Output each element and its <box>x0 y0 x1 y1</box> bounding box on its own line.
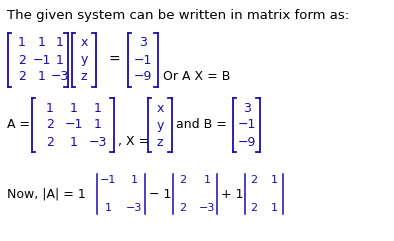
Text: 2: 2 <box>46 135 54 148</box>
Text: and B =: and B = <box>176 119 227 132</box>
Text: Or A X = B: Or A X = B <box>163 71 230 83</box>
Text: −1: −1 <box>33 54 51 67</box>
Text: 1: 1 <box>56 36 64 49</box>
Text: 2: 2 <box>179 203 187 213</box>
Text: 2: 2 <box>18 54 26 67</box>
Text: −9: −9 <box>134 71 152 83</box>
Text: 1: 1 <box>38 36 46 49</box>
Text: −1: −1 <box>65 119 83 132</box>
Text: 2: 2 <box>46 119 54 132</box>
Text: x: x <box>156 101 164 114</box>
Text: −9: −9 <box>238 135 256 148</box>
Text: 1: 1 <box>271 175 277 185</box>
Text: 1: 1 <box>56 54 64 67</box>
Text: 1: 1 <box>104 203 112 213</box>
Text: 2: 2 <box>179 175 187 185</box>
Text: 2: 2 <box>251 203 258 213</box>
Text: z: z <box>81 71 87 83</box>
Text: + 1: + 1 <box>221 187 243 201</box>
Text: −3: −3 <box>199 203 215 213</box>
Text: 1: 1 <box>130 175 138 185</box>
Text: The given system can be written in matrix form as:: The given system can be written in matri… <box>7 9 349 22</box>
Text: 2: 2 <box>251 175 258 185</box>
Text: 2: 2 <box>18 71 26 83</box>
Text: , X =: , X = <box>118 135 149 148</box>
Text: 3: 3 <box>243 101 251 114</box>
Text: y: y <box>80 54 88 67</box>
Text: Now, |A| = 1: Now, |A| = 1 <box>7 187 86 201</box>
Text: 1: 1 <box>70 135 78 148</box>
Text: −1: −1 <box>100 175 116 185</box>
Text: 1: 1 <box>271 203 277 213</box>
Text: 1: 1 <box>203 175 210 185</box>
Text: 1: 1 <box>70 101 78 114</box>
Text: 1: 1 <box>94 101 102 114</box>
Text: y: y <box>156 119 164 132</box>
Text: A =: A = <box>7 119 30 132</box>
Text: −1: −1 <box>134 54 152 67</box>
Text: 1: 1 <box>18 36 26 49</box>
Text: 1: 1 <box>46 101 54 114</box>
Text: −3: −3 <box>126 203 142 213</box>
Text: −3: −3 <box>51 71 69 83</box>
Text: z: z <box>157 135 163 148</box>
Text: − 1: − 1 <box>149 187 171 201</box>
Text: 1: 1 <box>38 71 46 83</box>
Text: 1: 1 <box>94 119 102 132</box>
Text: 3: 3 <box>139 36 147 49</box>
Text: =: = <box>108 53 120 67</box>
Text: −1: −1 <box>238 119 256 132</box>
Text: −3: −3 <box>89 135 107 148</box>
Text: x: x <box>80 36 88 49</box>
